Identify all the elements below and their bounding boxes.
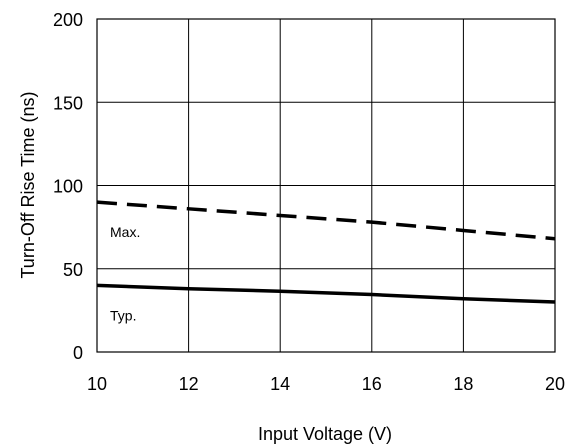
y-axis-label: Turn-Off Rise Time (ns) [18, 91, 38, 278]
series-line-max [96, 200, 556, 241]
series-label-max: Max. [110, 224, 140, 240]
y-tick-label-100: 100 [53, 177, 83, 197]
x-tick-label-20: 20 [545, 374, 565, 394]
x-tick-label-12: 12 [179, 374, 199, 394]
y-tick-label-200: 200 [53, 10, 83, 30]
y-tick-label-150: 150 [53, 93, 83, 113]
plot-frame [96, 18, 556, 353]
x-axis-label: Input Voltage (V) [258, 424, 392, 444]
y-tick-label-0: 0 [73, 343, 83, 363]
x-tick-label-14: 14 [270, 374, 290, 394]
y-tick-label-50: 50 [63, 260, 83, 280]
x-tick-label-18: 18 [453, 374, 473, 394]
series-group: Max. Typ. [96, 200, 556, 323]
series-line-typ [96, 283, 556, 304]
gridlines [96, 18, 556, 353]
series-label-typ: Typ. [110, 307, 136, 323]
x-tick-label-16: 16 [362, 374, 382, 394]
x-tick-label-10: 10 [87, 374, 107, 394]
